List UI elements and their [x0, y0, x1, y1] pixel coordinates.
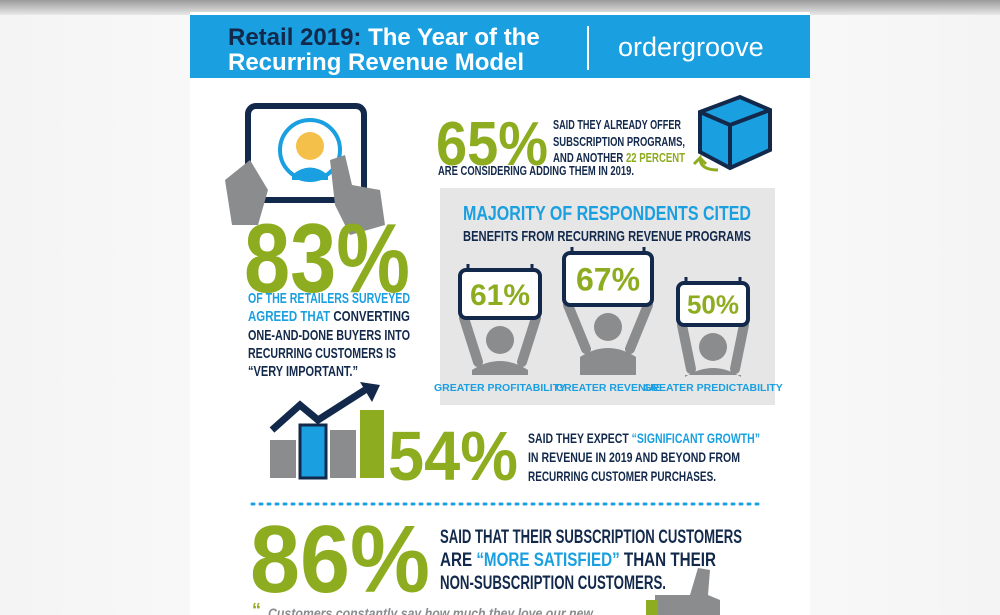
logo: ordergroove: [618, 32, 764, 62]
stat-54-line: SAID THEY EXPECT “SIGNIFICANT GROWTH”: [528, 430, 760, 446]
avatar-body: [292, 167, 328, 180]
stat-65-text: AND ANOTHER: [553, 150, 624, 165]
right-hand: [330, 155, 385, 235]
top-shade: [0, 0, 1000, 15]
title-line1: Retail 2019: The Year of the: [228, 24, 540, 51]
stat-65-line: AND ANOTHER 22 PERCENT: [553, 150, 685, 165]
benefit-signs: 61% GREATER PROFITABILITY 67% GREATER REVEN…: [434, 247, 783, 394]
stat-83-line: “VERY IMPORTANT.”: [248, 363, 358, 380]
title-lead: Retail 2019:: [228, 24, 361, 51]
growth-bar: [360, 410, 384, 478]
benefits-subheading: BENEFITS FROM RECURRING REVENUE PROGRAMS: [463, 228, 751, 245]
box-edges: [699, 108, 771, 168]
stat-83-line: OF THE RETAILERS SURVEYED: [248, 290, 410, 307]
stat-83-value: 83%: [244, 203, 410, 313]
left-hand: [225, 160, 268, 225]
stat-65-line: SAID THEY ALREADY OFFER: [553, 117, 681, 132]
sign-board: [458, 268, 542, 320]
stat-83-line: AGREED THAT CONVERTING: [248, 308, 410, 325]
stat-86-line: SAID THAT THEIR SUBSCRIPTION CUSTOMERS: [440, 527, 742, 548]
sign-value: 50%: [687, 289, 739, 319]
person-arms: [563, 300, 653, 354]
sign-value: 67%: [576, 262, 640, 298]
stat-65-emph: 22 PERCENT: [626, 150, 685, 165]
stat-83-line: ONE-AND-DONE BUYERS INTO: [248, 327, 410, 344]
thumb-icon: [655, 568, 720, 615]
benefit-label: GREATER REVENUE: [556, 382, 660, 394]
quote-mark: “: [252, 600, 261, 615]
stat-86-emph: “MORE SATISFIED”: [476, 550, 619, 571]
stat-86-line: ARE “MORE SATISFIED” THAN THEIR: [440, 550, 716, 571]
person-head: [486, 326, 514, 354]
trend-line: [269, 387, 367, 433]
stat-86-value: 86%: [250, 506, 430, 613]
person-head: [699, 333, 727, 361]
stat-83-emph: AGREED THAT: [248, 308, 330, 325]
stat-54-value: 54%: [388, 417, 518, 495]
stat-86-text: THAN THEIR: [624, 550, 716, 571]
quote: Customers constantly say how much they l…: [268, 605, 594, 615]
stat-65-line: SUBSCRIPTION PROGRAMS,: [553, 134, 685, 149]
person-arms: [459, 313, 541, 367]
stat-54-text: SAID THEY EXPECT: [528, 430, 629, 446]
benefit-label: GREATER PREDICTABILITY: [643, 382, 783, 394]
title-line2: Recurring Revenue Model: [228, 49, 524, 76]
growth-bar: [270, 440, 296, 478]
stat-86-text: ARE: [440, 550, 472, 571]
thumb-cuff: [646, 600, 658, 615]
stat-54-line: IN REVENUE IN 2019 AND BEYOND FROM: [528, 449, 740, 465]
person-body: [580, 348, 636, 375]
sign-board: [562, 251, 654, 307]
title-rest: The Year of the: [368, 24, 540, 51]
person-body: [685, 368, 741, 377]
benefit-label: GREATER PROFITABILITY: [434, 382, 566, 394]
growth-bar: [330, 430, 356, 478]
benefits-heading: MAJORITY OF RESPONDENTS CITED: [463, 203, 751, 225]
stat-83-line: RECURRING CUSTOMERS IS: [248, 345, 396, 362]
stat-86-line: NON-SUBSCRIPTION CUSTOMERS.: [440, 573, 666, 594]
trend-arrow: [360, 382, 380, 402]
sign-board: [676, 281, 750, 327]
stat-54-line: RECURRING CUSTOMER PURCHASES.: [528, 468, 716, 484]
sign-value: 61%: [470, 279, 530, 312]
stat-83-rest: CONVERTING: [333, 308, 410, 325]
return-arrow: [692, 154, 719, 172]
header-band: [190, 15, 810, 78]
stat-65-value: 65%: [436, 110, 548, 179]
person-arms: [677, 320, 749, 374]
person-head: [594, 313, 622, 341]
stat-54-emph: “SIGNIFICANT GROWTH”: [632, 430, 760, 446]
person-body: [472, 361, 528, 375]
avatar-head: [296, 132, 324, 160]
growth-bar: [298, 423, 328, 480]
stat-65-line: ARE CONSIDERING ADDING THEM IN 2019.: [438, 163, 634, 178]
